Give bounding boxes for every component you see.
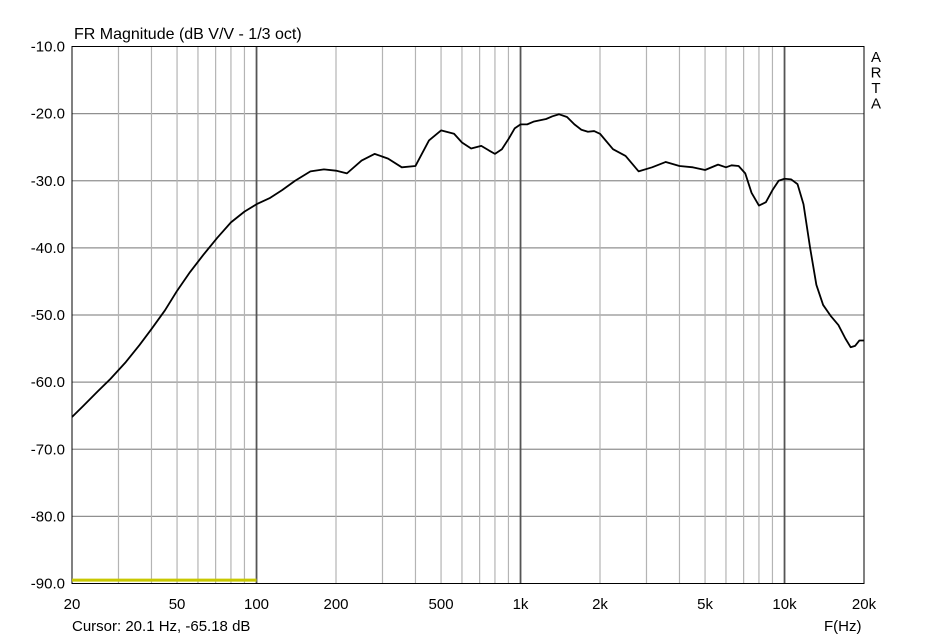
- y-tick-label: -50.0: [31, 307, 65, 324]
- y-tick-label: -40.0: [31, 240, 65, 257]
- x-tick-label: 200: [323, 596, 348, 613]
- side-label-letter: R: [871, 65, 882, 82]
- side-label-letter: T: [871, 80, 880, 97]
- plot-area-frame: [71, 46, 865, 584]
- x-tick-label: 20k: [852, 596, 877, 613]
- x-tick-label: 500: [429, 596, 454, 613]
- x-axis-label: F(Hz): [824, 618, 862, 635]
- y-tick-label: -60.0: [31, 374, 65, 391]
- grid: [72, 46, 864, 584]
- x-tick-label: 100: [244, 596, 269, 613]
- x-tick-label: 50: [169, 596, 186, 613]
- y-tick-label: -70.0: [31, 441, 65, 458]
- x-tick-label: 1k: [513, 596, 529, 613]
- chart-title: FR Magnitude (dB V/V - 1/3 oct): [74, 26, 302, 43]
- y-tick-label: -90.0: [31, 576, 65, 593]
- y-tick-label: -30.0: [31, 173, 65, 190]
- x-tick-label: 5k: [697, 596, 713, 613]
- x-tick-label: 10k: [772, 596, 797, 613]
- cursor-readout: Cursor: 20.1 Hz, -65.18 dB: [72, 618, 251, 635]
- y-axis-ticks: -10.0 -20.0 -30.0 -40.0 -50.0 -60.0 -70.0 -80.0…: [31, 39, 65, 593]
- y-tick-label: -80.0: [31, 508, 65, 525]
- x-axis-ticks: 20 50 100 200 500 1k 2k 5k 10k 20k: [64, 596, 877, 613]
- x-tick-label: 2k: [592, 596, 608, 613]
- side-label-letter: A: [871, 49, 881, 66]
- x-tick-label: 20: [64, 596, 81, 613]
- y-tick-label: -10.0: [31, 39, 65, 56]
- series-line-fr-magnitude: [71, 113, 864, 418]
- side-label-letter: A: [871, 96, 881, 113]
- y-tick-label: -20.0: [31, 106, 65, 123]
